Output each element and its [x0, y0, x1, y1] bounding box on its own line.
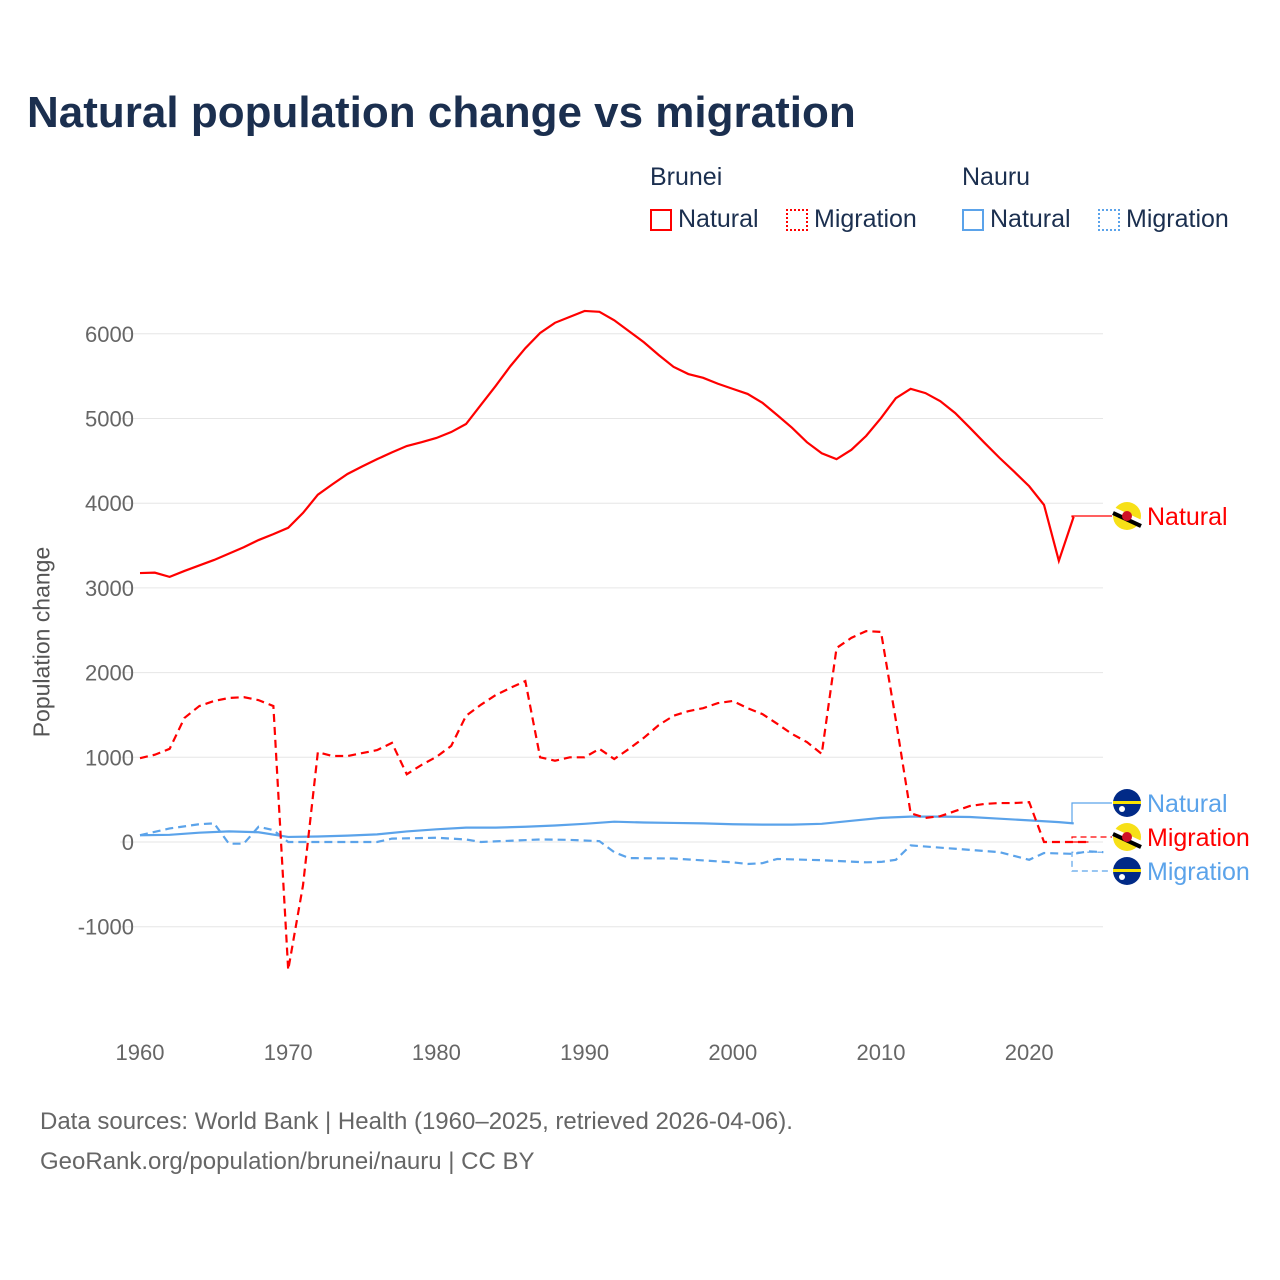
- legend-swatch: [786, 208, 808, 231]
- chart-title: Natural population change vs migration: [27, 88, 856, 137]
- y-tick-label: 5000: [85, 407, 134, 432]
- legend-brunei-migration[interactable]: Migration: [786, 205, 917, 234]
- label-connector: [1071, 851, 1112, 872]
- series-line-brunei-natural: [139, 309, 1075, 579]
- label-connector: [1071, 515, 1112, 518]
- footer-sources: Data sources: World Bank | Health (1960–…: [40, 1108, 793, 1135]
- legend-label: Migration: [814, 205, 917, 233]
- series-line-brunei-migration: [139, 629, 1089, 971]
- label-connector: [1071, 836, 1112, 843]
- nauru-flag-icon: [1113, 789, 1141, 817]
- x-tick-label: 2020: [1005, 1040, 1054, 1065]
- brunei-flag-icon: [1111, 502, 1143, 530]
- end-label: Natural: [1147, 790, 1228, 818]
- footer-link[interactable]: GeoRank.org/population/brunei/nauru | CC…: [40, 1148, 535, 1175]
- x-tick-label: 1960: [116, 1040, 165, 1065]
- x-tick-label: 2010: [857, 1040, 906, 1065]
- end-label: Natural: [1147, 503, 1228, 531]
- series-line-nauru-migration: [139, 822, 1104, 866]
- legend-brunei-natural[interactable]: Natural: [650, 205, 759, 234]
- y-tick-label: 3000: [85, 576, 134, 601]
- y-tick-label: 1000: [85, 745, 134, 770]
- legend-group-nauru: Nauru: [962, 163, 1031, 191]
- legend-group-brunei: Brunei: [650, 163, 723, 191]
- legend-label: Natural: [990, 205, 1071, 233]
- legend-nauru-migration[interactable]: Migration: [1098, 205, 1229, 234]
- y-tick-label: 0: [122, 830, 134, 855]
- y-tick-label: 6000: [85, 322, 134, 347]
- nauru-flag-icon: [1113, 857, 1141, 885]
- brunei-flag-icon: [1111, 823, 1143, 851]
- y-tick-label: 2000: [85, 661, 134, 686]
- legend-nauru-natural[interactable]: Natural: [962, 205, 1071, 234]
- legend-swatch: [1098, 208, 1120, 231]
- y-tick-label: 4000: [85, 491, 134, 516]
- legend-swatch: [650, 208, 672, 231]
- x-tick-label: 1970: [264, 1040, 313, 1065]
- x-tick-label: 2000: [708, 1040, 757, 1065]
- end-label: Migration: [1147, 858, 1250, 886]
- y-tick-label: -1000: [78, 915, 134, 940]
- end-label: Migration: [1147, 824, 1250, 852]
- legend-label: Migration: [1126, 205, 1229, 233]
- legend-label: Natural: [678, 205, 759, 233]
- label-connector: [1071, 802, 1112, 824]
- x-tick-label: 1980: [412, 1040, 461, 1065]
- x-tick-label: 1990: [560, 1040, 609, 1065]
- legend-swatch: [962, 208, 984, 231]
